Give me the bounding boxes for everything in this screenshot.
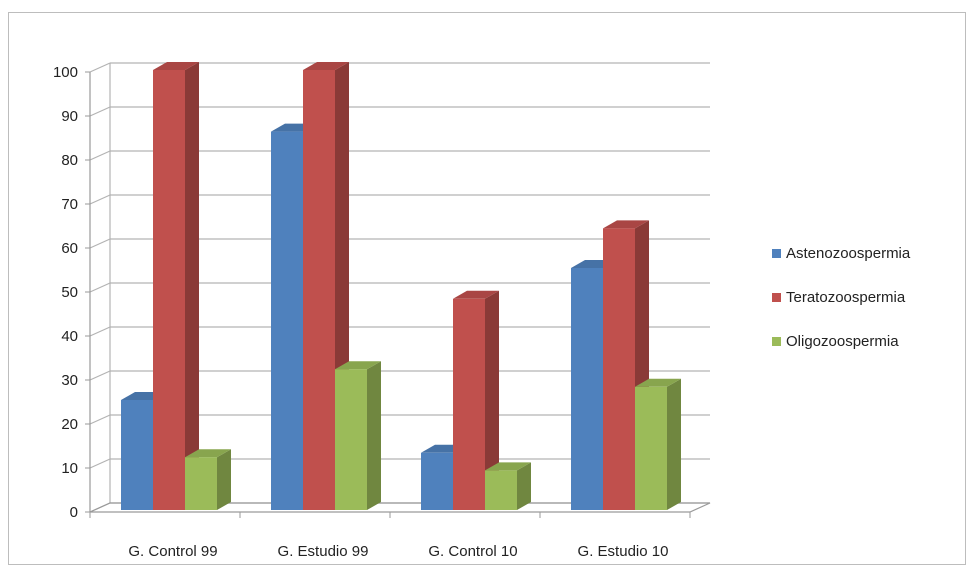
chart-floor	[89, 502, 711, 513]
legend-label: Astenozoospermia	[786, 245, 911, 262]
gridline-side	[89, 326, 111, 337]
bars-layer	[121, 62, 681, 510]
y-tick-label: 40	[61, 328, 78, 345]
x-category-label: G. Control 99	[128, 543, 217, 560]
gridline-side	[89, 62, 111, 73]
bar-oligozoospermia-3	[635, 378, 681, 510]
gridline-side	[89, 194, 111, 205]
bar-teratozoospermia-0	[153, 62, 199, 510]
axis-layer	[85, 71, 711, 518]
y-tick-label: 60	[61, 240, 78, 257]
y-tick-label: 90	[61, 108, 78, 125]
y-tick-label: 50	[61, 284, 78, 301]
gridline-side	[89, 282, 111, 293]
bar-oligozoospermia-1	[335, 361, 381, 510]
y-tick-label: 70	[61, 196, 78, 213]
legend-label: Oligozoospermia	[786, 333, 899, 350]
legend-swatch	[772, 249, 781, 258]
bar-teratozoospermia-3	[603, 220, 649, 510]
y-tick-label: 30	[61, 372, 78, 389]
legend: Astenozoospermia Teratozoospermia Oligozoo…	[772, 245, 911, 350]
y-tick-label: 10	[61, 460, 78, 477]
bar-oligozoospermia-0	[185, 449, 231, 510]
x-category-label: G. Control 10	[428, 543, 517, 560]
gridline-side	[89, 414, 111, 425]
gridline-side	[89, 150, 111, 161]
y-tick-label: 80	[61, 152, 78, 169]
gridline-side	[89, 458, 111, 469]
y-tick-label: 100	[53, 64, 78, 81]
legend-label: Teratozoospermia	[786, 289, 906, 306]
bar-oligozoospermia-2	[485, 462, 531, 510]
x-category-label: G. Estudio 99	[278, 543, 369, 560]
y-tick-label: 20	[61, 416, 78, 433]
labels-layer: 0 10 20 30 40 50 60 70 80 90 100 G. Control 99 G. Es…	[53, 64, 668, 560]
bar-teratozoospermia-2	[453, 290, 499, 510]
legend-swatch	[772, 337, 781, 346]
x-category-label: G. Estudio 10	[578, 543, 669, 560]
gridline-side	[89, 370, 111, 381]
legend-swatch	[772, 293, 781, 302]
gridline-side	[89, 106, 111, 117]
y-tick-label: 0	[70, 504, 78, 521]
gridline-side	[89, 238, 111, 249]
